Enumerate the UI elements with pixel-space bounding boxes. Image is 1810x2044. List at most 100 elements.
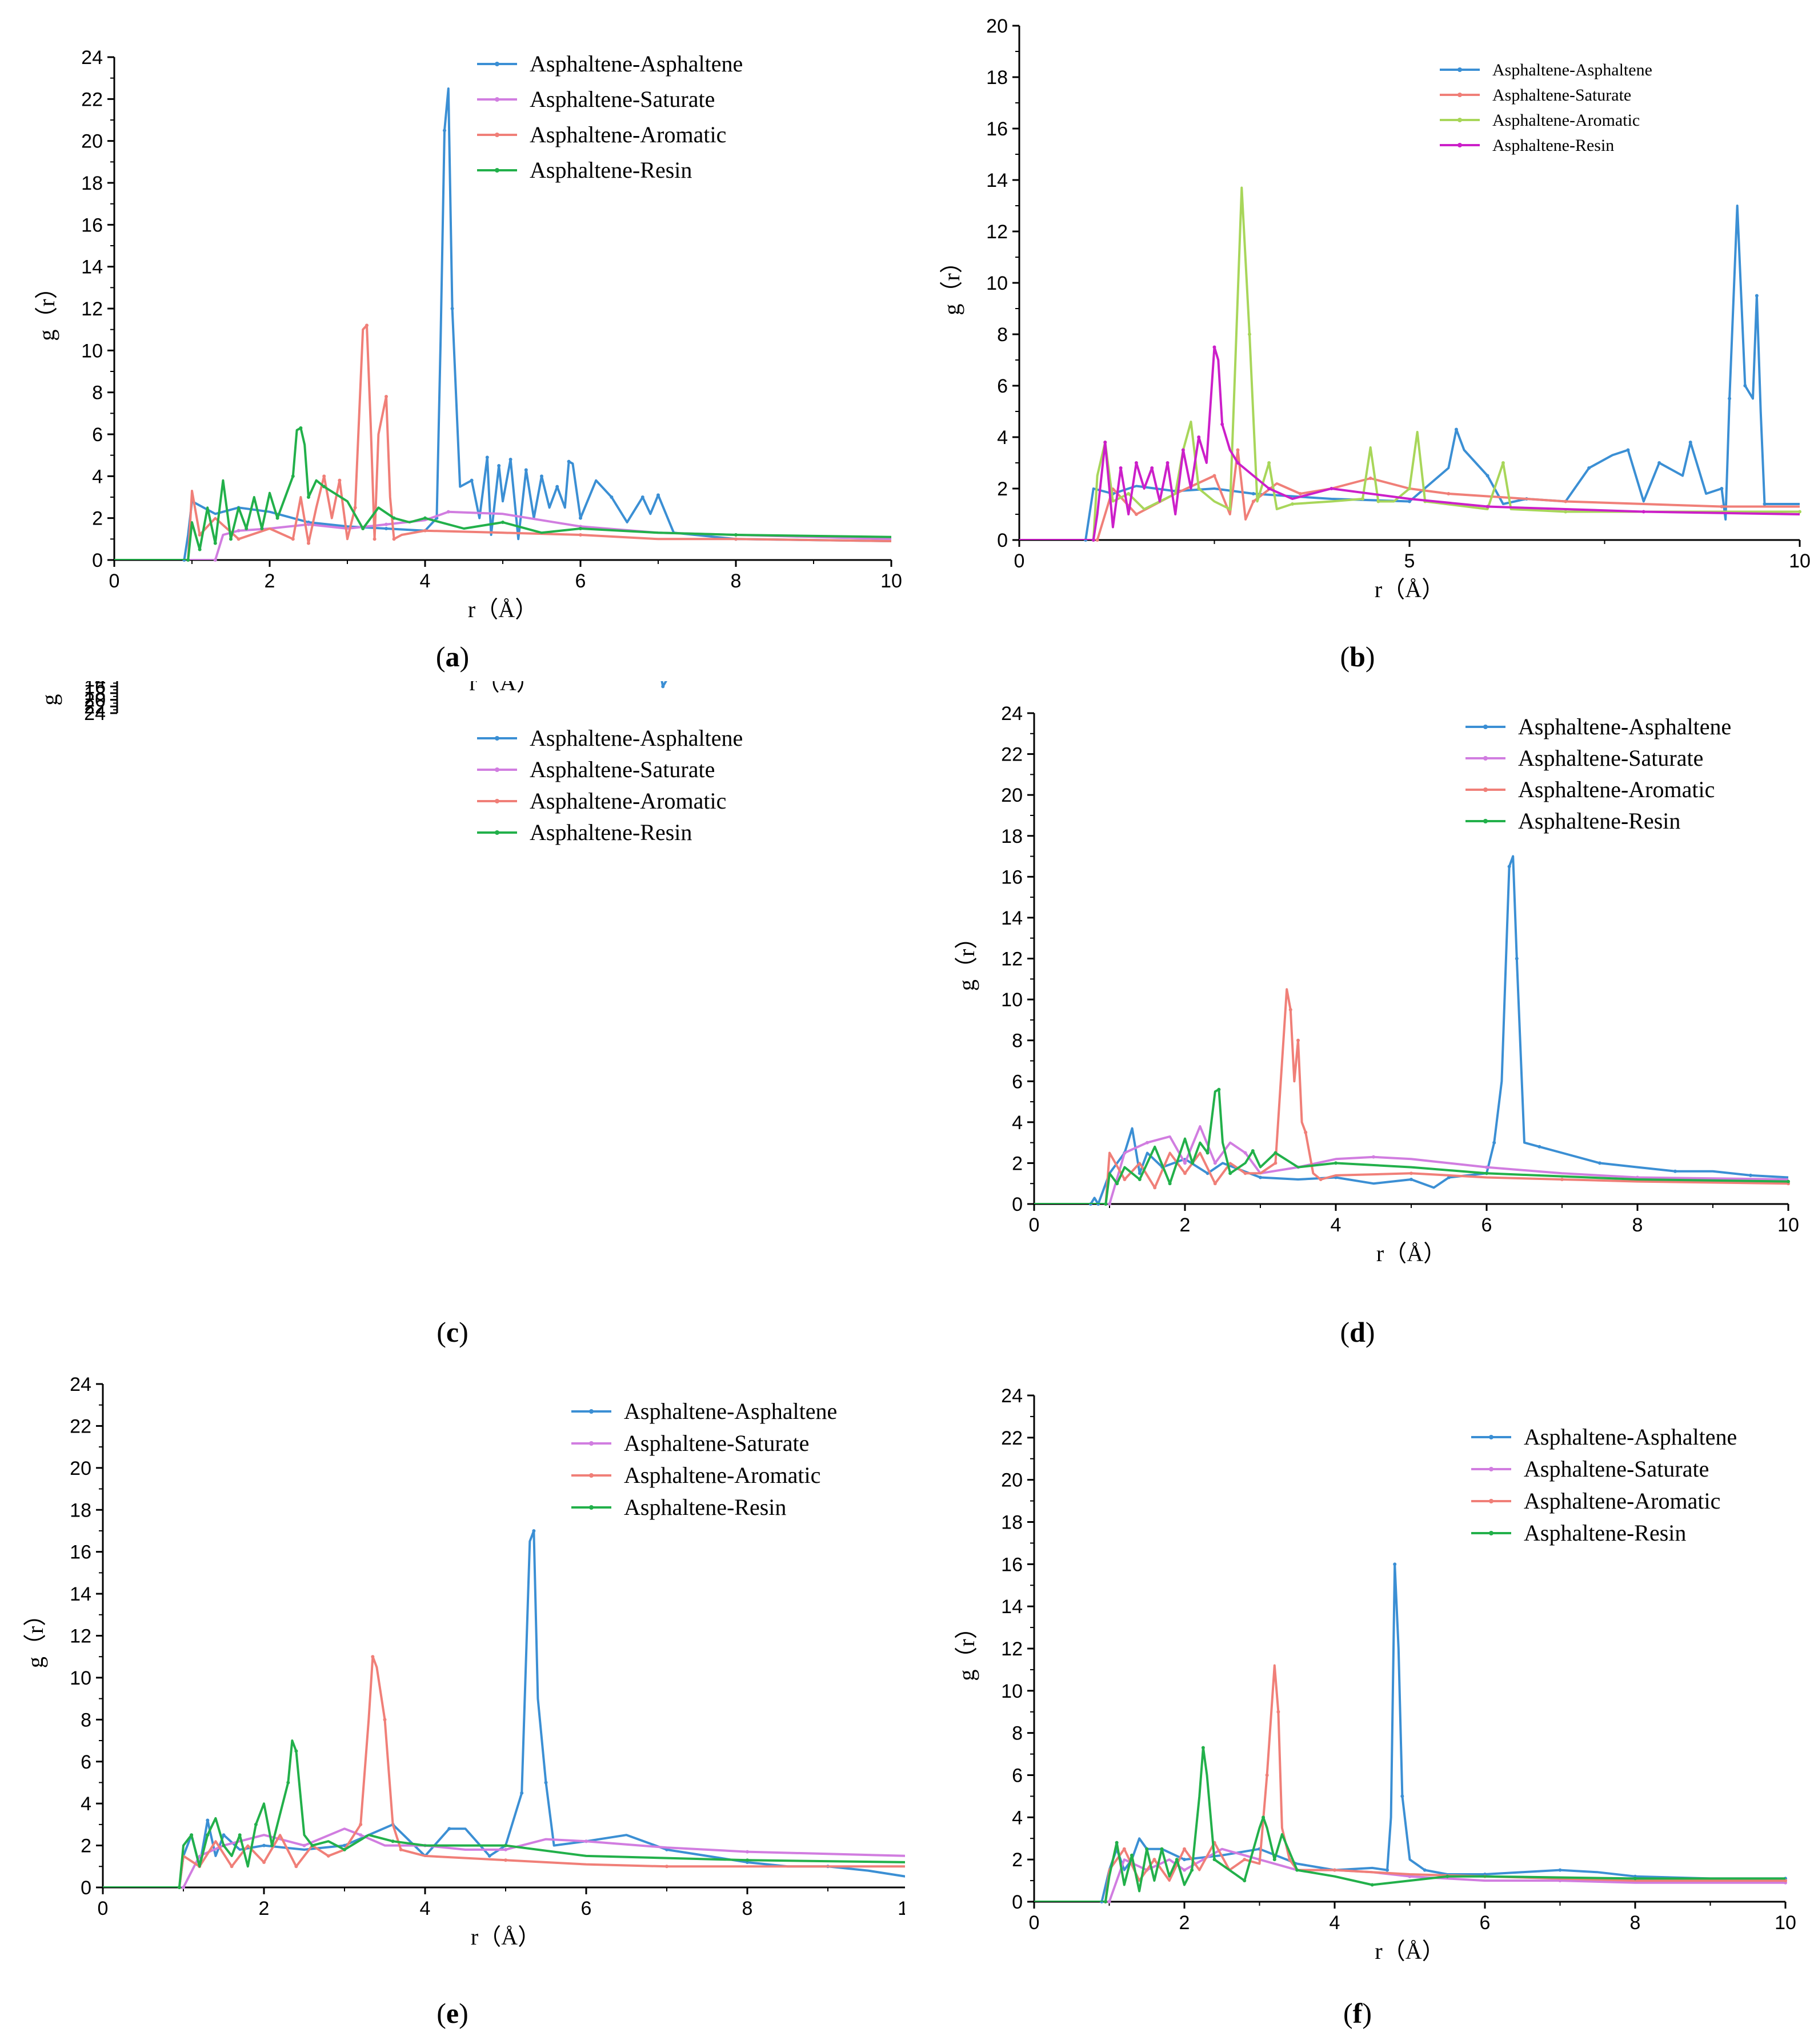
data-point xyxy=(198,547,202,551)
data-point xyxy=(1507,865,1511,869)
data-point xyxy=(1183,1171,1187,1175)
legend-label: Asphaltene-Aromatic xyxy=(624,1462,820,1488)
data-point xyxy=(1288,1858,1292,1862)
data-point xyxy=(1368,477,1372,480)
data-point xyxy=(447,1827,451,1831)
data-point xyxy=(1485,1165,1488,1169)
y-tick-label: 16 xyxy=(986,118,1008,140)
data-point xyxy=(1304,1130,1308,1134)
data-point xyxy=(222,1833,226,1837)
data-point xyxy=(254,1822,258,1826)
data-point xyxy=(1276,1710,1280,1714)
data-point xyxy=(1115,1841,1119,1845)
y-tick-label: 0 xyxy=(92,550,103,571)
data-point xyxy=(665,1847,668,1851)
series-line-asphaltene-resin xyxy=(103,1739,905,1887)
data-point xyxy=(470,478,474,482)
data-point xyxy=(746,1850,749,1854)
data-point xyxy=(237,537,241,541)
data-point xyxy=(508,458,512,461)
data-point xyxy=(299,426,303,430)
legend-label: Asphaltene-Aromatic xyxy=(1524,1488,1720,1514)
y-tick-label: 6 xyxy=(997,375,1008,397)
legend-label: Asphaltene-Resin xyxy=(1518,808,1680,834)
data-point xyxy=(385,522,388,526)
data-point xyxy=(275,516,279,520)
data-point xyxy=(1409,1178,1413,1182)
y-tick-label: 24 xyxy=(81,47,103,69)
data-point xyxy=(746,1858,749,1862)
y-tick-label: 16 xyxy=(81,214,103,236)
chart-d: 0 2 4 6 8 10024681012141618202224r（Å）g（r）Asph… xyxy=(954,703,1799,1266)
data-point xyxy=(1183,1161,1187,1165)
data-point xyxy=(1104,1202,1108,1206)
data-point xyxy=(555,485,559,489)
data-point xyxy=(1673,1169,1677,1173)
x-tick-label: 2 xyxy=(265,570,275,592)
data-point xyxy=(385,527,388,530)
y-tick-label: 18 xyxy=(70,1499,91,1521)
data-point xyxy=(1291,502,1295,506)
data-point xyxy=(291,474,295,478)
data-point xyxy=(1122,1847,1126,1851)
data-point xyxy=(1160,1847,1164,1851)
data-point xyxy=(1091,538,1095,542)
data-point xyxy=(1166,461,1170,465)
x-tick-label: 10 xyxy=(1777,1214,1799,1236)
data-point xyxy=(307,495,310,499)
data-point xyxy=(734,533,738,537)
data-point xyxy=(294,1749,298,1753)
data-point xyxy=(1272,1858,1276,1862)
x-tick-label: 4 xyxy=(420,570,431,592)
y-tick-label: 14 xyxy=(70,1583,91,1605)
data-point xyxy=(1183,1858,1186,1862)
data-point xyxy=(237,529,241,533)
legend-marker xyxy=(495,799,499,803)
data-point xyxy=(182,1886,185,1889)
data-point xyxy=(1134,461,1138,465)
x-axis-label-a: r（Å） xyxy=(468,597,538,622)
data-point xyxy=(338,478,342,482)
legend-marker xyxy=(495,767,499,772)
data-point xyxy=(322,474,326,478)
x-tick-label: 0 xyxy=(109,570,120,592)
y-tick-label: 8 xyxy=(1012,1030,1023,1052)
series-line-asphaltene-aromatic xyxy=(1019,186,1800,540)
data-point xyxy=(1201,1746,1205,1750)
data-point xyxy=(177,1886,181,1889)
data-point xyxy=(504,1843,507,1847)
y-tick-label: 20 xyxy=(1001,1470,1023,1491)
y-tick-label: 10 xyxy=(81,340,103,362)
data-point xyxy=(656,493,660,497)
legend-label: Asphaltene-Resin xyxy=(624,1494,786,1520)
series-line-asphaltene-aromatic xyxy=(103,1655,905,1887)
data-point xyxy=(359,1833,363,1837)
legend-marker xyxy=(495,133,499,137)
data-point xyxy=(1385,1868,1389,1872)
data-point xyxy=(1763,502,1767,506)
y-tick-label: 0 xyxy=(997,530,1008,551)
data-point xyxy=(1168,1182,1172,1186)
data-point xyxy=(198,533,202,537)
x-tick-label: 6 xyxy=(575,570,586,592)
data-point xyxy=(579,527,582,530)
y-tick-label: 10 xyxy=(1001,989,1023,1011)
y-tick-label: 16 xyxy=(1001,866,1023,888)
y-axis-label-f: g（r） xyxy=(954,1616,979,1681)
data-point xyxy=(291,537,295,541)
x-tick-label: 0 xyxy=(1014,550,1025,572)
x-tick-label: 8 xyxy=(1632,1214,1643,1236)
y-tick-label: 20 xyxy=(84,690,106,711)
data-point xyxy=(1259,1175,1262,1179)
data-point xyxy=(1095,538,1099,542)
caption-e: (e) xyxy=(437,1997,468,2029)
y-tick-label: 0 xyxy=(1012,1194,1023,1215)
data-point xyxy=(326,1854,330,1858)
y-tick-label: 22 xyxy=(1001,744,1023,766)
y-tick-label: 18 xyxy=(1001,1512,1023,1534)
x-tick-label: 8 xyxy=(742,1898,753,1919)
data-point xyxy=(1688,441,1692,444)
data-point xyxy=(734,537,738,541)
data-point xyxy=(213,541,217,545)
legend-label: Asphaltene-Aromatic xyxy=(530,788,726,814)
